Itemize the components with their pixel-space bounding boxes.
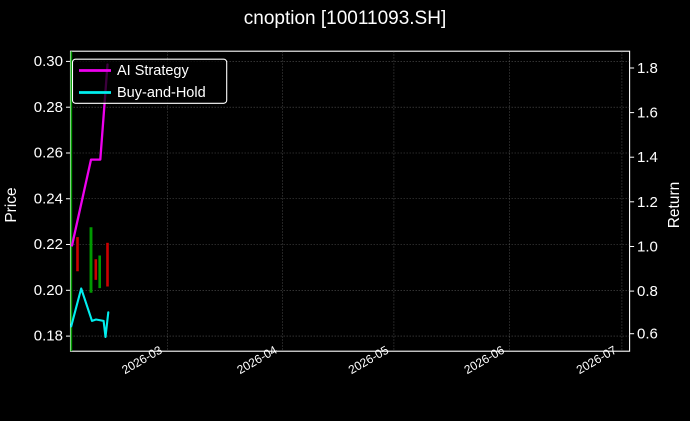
svg-text:Return: Return — [666, 182, 683, 229]
svg-text:0.20: 0.20 — [34, 282, 63, 299]
svg-text:0.18: 0.18 — [34, 328, 63, 345]
svg-text:1.4: 1.4 — [637, 149, 658, 166]
svg-text:0.8: 0.8 — [637, 283, 658, 300]
svg-text:1.8: 1.8 — [637, 60, 658, 77]
svg-text:1.2: 1.2 — [637, 194, 658, 211]
svg-text:0.6: 0.6 — [637, 326, 658, 343]
svg-text:Price: Price — [3, 187, 20, 222]
svg-text:Buy-and-Hold: Buy-and-Hold — [117, 85, 206, 101]
svg-text:0.22: 0.22 — [34, 236, 63, 253]
svg-text:1.6: 1.6 — [637, 105, 658, 122]
svg-text:1.0: 1.0 — [637, 239, 658, 256]
svg-text:0.26: 0.26 — [34, 145, 63, 162]
svg-text:0.24: 0.24 — [34, 190, 63, 207]
svg-text:0.30: 0.30 — [34, 53, 63, 70]
svg-text:cnoption [10011093.SH]: cnoption [10011093.SH] — [244, 8, 446, 29]
svg-text:AI Strategy: AI Strategy — [117, 63, 189, 79]
svg-text:0.28: 0.28 — [34, 99, 63, 116]
